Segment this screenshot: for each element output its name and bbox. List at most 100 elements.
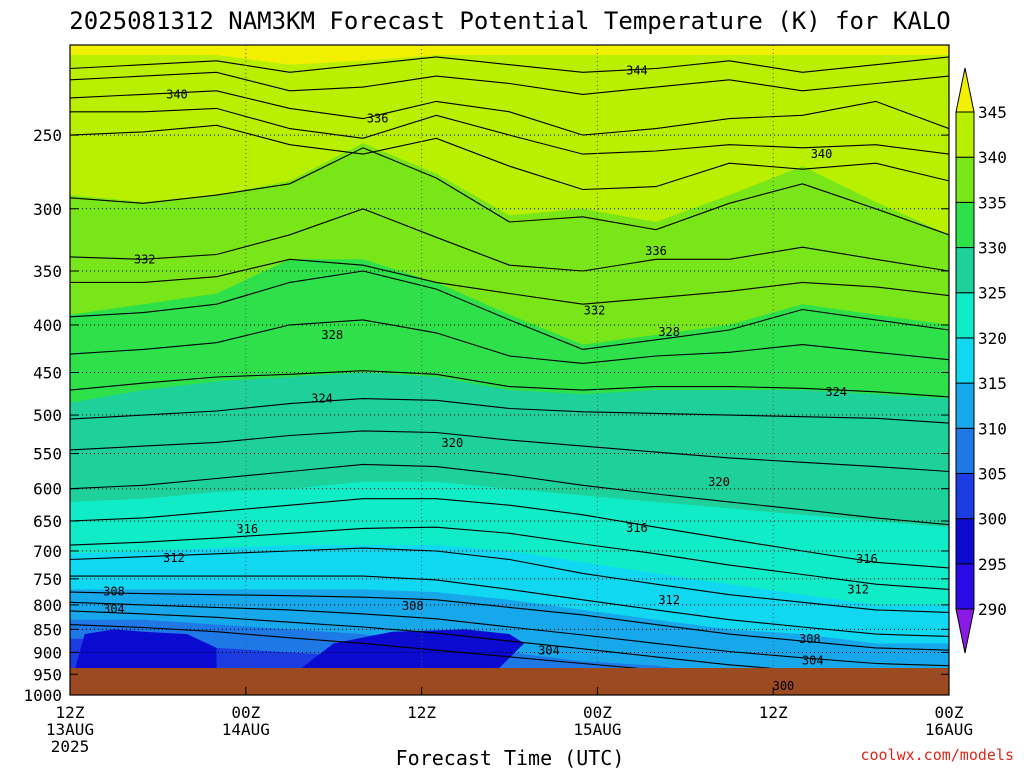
contour-lines bbox=[70, 56, 949, 688]
contour-line bbox=[70, 319, 949, 364]
colorbar-label: 325 bbox=[978, 284, 1007, 303]
y-tick-label: 650 bbox=[33, 512, 62, 531]
contour-label: 344 bbox=[626, 63, 648, 77]
x-tick-label: 00Z bbox=[231, 703, 260, 722]
colorbar-segment bbox=[955, 292, 975, 339]
y-tick-label: 700 bbox=[33, 542, 62, 561]
contour-line bbox=[70, 547, 949, 613]
plot-frame bbox=[69, 44, 950, 696]
plot-area bbox=[70, 45, 949, 695]
colorbar-segment bbox=[955, 382, 975, 429]
y-tick-label: 300 bbox=[33, 200, 62, 219]
colorbar-label: 330 bbox=[978, 239, 1007, 258]
contour-fills bbox=[70, 45, 949, 695]
colorbar-segment bbox=[955, 111, 975, 158]
colorbar: 290 295 300 305 310 315 320 325 330 335 340 345 bbox=[955, 67, 1007, 654]
contour-label: 304 bbox=[802, 653, 824, 667]
colorbar-label: 335 bbox=[978, 193, 1007, 212]
contour-line bbox=[70, 208, 949, 272]
colorbar-segment bbox=[955, 201, 975, 249]
contour-label: 316 bbox=[856, 552, 878, 566]
colorbar-lower-extension bbox=[955, 608, 975, 654]
colorbar-segment bbox=[955, 427, 975, 474]
colorbar-label: 310 bbox=[978, 419, 1007, 438]
credit-text: coolwx.com/models bbox=[860, 746, 1014, 764]
colorbar-segment bbox=[955, 337, 975, 384]
contour-label: 312 bbox=[163, 551, 185, 565]
contour-label: 328 bbox=[658, 325, 680, 339]
contour-line bbox=[70, 526, 949, 590]
contour-label: 304 bbox=[538, 644, 560, 658]
y-tick-label: 850 bbox=[33, 620, 62, 639]
contour-label: 324 bbox=[311, 392, 333, 406]
contour-label: 316 bbox=[236, 522, 258, 536]
y-tick-label: 750 bbox=[33, 570, 62, 589]
contour-line bbox=[70, 90, 949, 136]
x-tick-label: 00Z bbox=[583, 703, 612, 722]
x-tick-label: 16AUG bbox=[925, 720, 973, 739]
y-tick-label: 800 bbox=[33, 596, 62, 615]
x-tick-label: 2025 bbox=[51, 737, 90, 756]
contour-line bbox=[70, 601, 949, 667]
y-tick-label: 400 bbox=[33, 316, 62, 335]
y-axis-ticks: 250 300 350 400 450 500 550 600 650 700 750 800 850 9… bbox=[23, 126, 949, 705]
contour-line bbox=[70, 71, 949, 95]
x-tick-label: 12Z bbox=[56, 703, 85, 722]
contour-line bbox=[70, 463, 949, 526]
contour-label: 308 bbox=[103, 585, 125, 599]
contour-label: 316 bbox=[626, 521, 648, 535]
contour-line bbox=[70, 56, 949, 73]
contour-line bbox=[70, 107, 949, 155]
colorbar-label: 345 bbox=[978, 103, 1007, 122]
contour-label: 320 bbox=[442, 436, 464, 450]
colorbar-label: 295 bbox=[978, 555, 1007, 574]
contour-label: 332 bbox=[584, 304, 606, 318]
contour-label: 320 bbox=[708, 475, 730, 489]
colorbar-segment bbox=[955, 472, 975, 520]
colorbar-upper-extension bbox=[955, 67, 975, 113]
y-tick-label: 900 bbox=[33, 643, 62, 662]
y-tick-label: 600 bbox=[33, 480, 62, 499]
y-tick-label: 950 bbox=[33, 665, 62, 684]
x-axis-label: Forecast Time (UTC) bbox=[396, 746, 625, 768]
ground-surface bbox=[70, 668, 949, 695]
contour-label: 308 bbox=[799, 632, 821, 646]
colorbar-segment bbox=[955, 563, 975, 610]
x-tick-label: 12Z bbox=[759, 703, 788, 722]
contour-line bbox=[70, 398, 949, 424]
x-tick-label: 13AUG bbox=[46, 720, 94, 739]
contour-labels: 340 344 336 340 332 336 332 328 328 324 324 320 320 3… bbox=[103, 63, 878, 693]
colorbar-segment bbox=[955, 518, 975, 565]
contour-label: 340 bbox=[811, 147, 833, 161]
contour-label: 304 bbox=[103, 602, 125, 616]
contour-label: 312 bbox=[658, 593, 680, 607]
contour-label: 332 bbox=[134, 252, 156, 266]
y-tick-label: 550 bbox=[33, 445, 62, 464]
y-tick-label: 250 bbox=[33, 126, 62, 145]
contour-line bbox=[70, 270, 949, 350]
x-tick-label: 15AUG bbox=[573, 720, 621, 739]
colorbar-segment bbox=[955, 156, 975, 203]
contour-label: 300 bbox=[773, 679, 795, 693]
chart-title: 2025081312 NAM3KM Forecast Potential Tem… bbox=[69, 7, 950, 35]
colorbar-label: 340 bbox=[978, 148, 1007, 167]
contour-label: 340 bbox=[166, 87, 188, 101]
contour-label: 336 bbox=[645, 244, 667, 258]
colorbar-label: 300 bbox=[978, 510, 1007, 529]
y-tick-label: 1000 bbox=[23, 686, 62, 705]
contour-line bbox=[70, 591, 949, 651]
contour-line bbox=[70, 370, 949, 398]
colorbar-label: 315 bbox=[978, 374, 1007, 393]
colorbar-label: 290 bbox=[978, 600, 1007, 619]
colorbar-label: 320 bbox=[978, 329, 1007, 348]
colorbar-segment bbox=[955, 247, 975, 294]
contour-label: 336 bbox=[367, 112, 389, 126]
contour-line bbox=[70, 147, 949, 236]
contour-line bbox=[70, 575, 949, 637]
colorbar-label: 305 bbox=[978, 464, 1007, 483]
contour-label: 312 bbox=[847, 582, 869, 596]
x-tick-label: 14AUG bbox=[222, 720, 270, 739]
contour-line bbox=[70, 124, 949, 191]
